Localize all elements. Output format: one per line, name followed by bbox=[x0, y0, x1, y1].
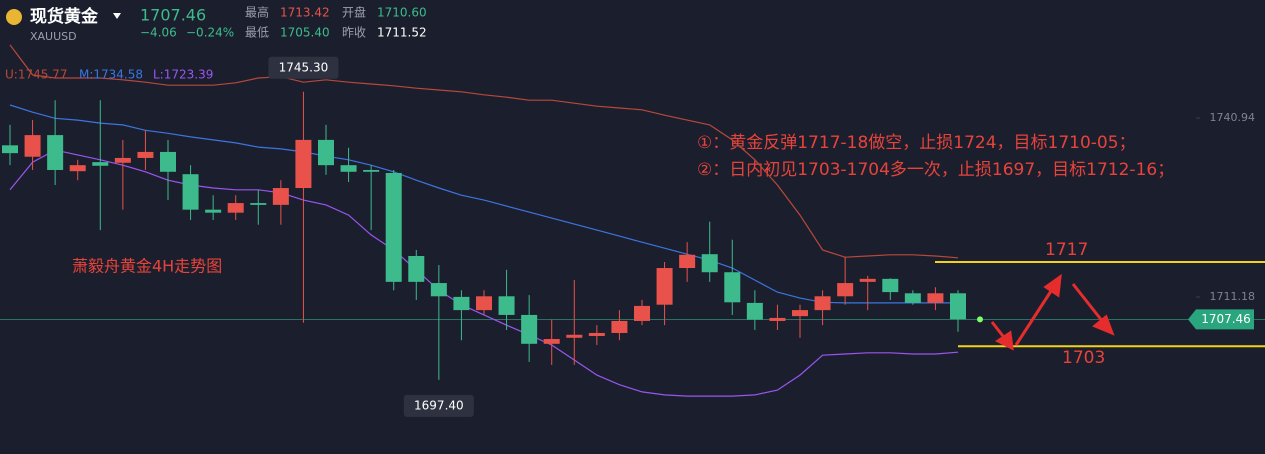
candle-body bbox=[566, 334, 583, 338]
change: −4.06 bbox=[140, 26, 177, 40]
annotation: ②：日内初见1703-1704多一次，止损1697，目标1712-16； bbox=[697, 160, 1174, 180]
chart-title: 萧毅舟黄金4H走势图 bbox=[72, 257, 222, 276]
candle-body bbox=[679, 254, 696, 269]
candle-body bbox=[69, 165, 86, 172]
candle-body bbox=[227, 203, 244, 213]
last-price-box bbox=[1188, 309, 1254, 330]
annotation: ①：黄金反弹1717-18做空，止损1724，目标1710-05； bbox=[697, 133, 1136, 153]
candle-body bbox=[363, 169, 380, 172]
candle-body bbox=[92, 162, 109, 166]
candle-body bbox=[250, 203, 267, 205]
price-tag-box bbox=[403, 394, 474, 417]
arrows bbox=[990, 273, 1115, 351]
candle-body bbox=[272, 188, 289, 205]
stat-label: 最低 bbox=[245, 26, 269, 40]
band-line bbox=[9, 104, 958, 304]
stat-value: 1713.42 bbox=[280, 6, 330, 20]
stat-label: 最高 bbox=[245, 5, 269, 20]
candle-body bbox=[634, 305, 650, 321]
candle-body bbox=[498, 296, 515, 315]
stat-value: 1705.40 bbox=[280, 26, 330, 40]
price: 1707.46 bbox=[140, 6, 206, 25]
candle-body bbox=[453, 296, 470, 311]
candle-body bbox=[2, 145, 18, 154]
candle-body bbox=[137, 151, 154, 158]
stat-value: 1711.52 bbox=[377, 26, 427, 40]
candle-body bbox=[814, 296, 831, 311]
candle-body bbox=[340, 165, 357, 172]
candle-body bbox=[205, 209, 222, 213]
last-price-label: 1707.46 bbox=[1201, 312, 1251, 326]
dropdown[interactable] bbox=[113, 13, 121, 19]
candle-body bbox=[47, 135, 64, 170]
level-label: 1717 bbox=[1045, 240, 1088, 260]
candle-body bbox=[160, 151, 176, 172]
price-tag-box bbox=[268, 56, 339, 79]
price-tag: 1697.40 bbox=[414, 398, 464, 412]
price-tag: 1745.30 bbox=[279, 60, 329, 74]
legend-entry: M:1734.58 bbox=[79, 68, 143, 82]
candle-body bbox=[724, 272, 741, 303]
instrument-name: 现货黄金 bbox=[30, 6, 99, 27]
candle-body bbox=[904, 293, 921, 303]
stat-label: 开盘 bbox=[342, 5, 366, 20]
change-pct: −0.24% bbox=[186, 26, 234, 40]
candle-body bbox=[656, 268, 673, 305]
stat-value: 1710.60 bbox=[377, 6, 427, 20]
candle-body bbox=[476, 296, 492, 311]
candle-body bbox=[114, 157, 131, 163]
candle-body bbox=[408, 255, 425, 282]
candle-body bbox=[430, 283, 447, 297]
candle-body bbox=[385, 172, 402, 282]
candle-body bbox=[746, 302, 763, 320]
symbol: XAUUSD bbox=[30, 30, 77, 43]
candle-body bbox=[295, 139, 312, 189]
candle-body bbox=[318, 139, 334, 166]
candle-body bbox=[182, 174, 199, 210]
legend-entry: L:1723.39 bbox=[153, 68, 213, 82]
candle-body bbox=[837, 283, 854, 297]
level-label: 1703 bbox=[1062, 348, 1105, 368]
candle-body bbox=[543, 338, 560, 344]
candle-body bbox=[950, 293, 966, 320]
candle-body bbox=[792, 310, 808, 317]
candle-body bbox=[769, 317, 786, 321]
candle-body bbox=[588, 332, 605, 336]
band-line bbox=[9, 44, 959, 259]
candle-body bbox=[859, 278, 876, 282]
icon bbox=[6, 9, 22, 25]
candle-body bbox=[701, 254, 718, 273]
y-tick-label: 1740.94 bbox=[1210, 111, 1256, 124]
cursor-dot bbox=[977, 316, 983, 323]
y-tick-label: 1711.18 bbox=[1210, 290, 1256, 303]
candle-body bbox=[611, 320, 628, 333]
stat-label: 昨收 bbox=[342, 26, 366, 40]
legend-entry: U:1745.77 bbox=[5, 68, 67, 82]
candle-body bbox=[882, 278, 899, 293]
candle-body bbox=[24, 135, 41, 157]
candle-body bbox=[927, 293, 944, 303]
candle-body bbox=[521, 314, 538, 344]
